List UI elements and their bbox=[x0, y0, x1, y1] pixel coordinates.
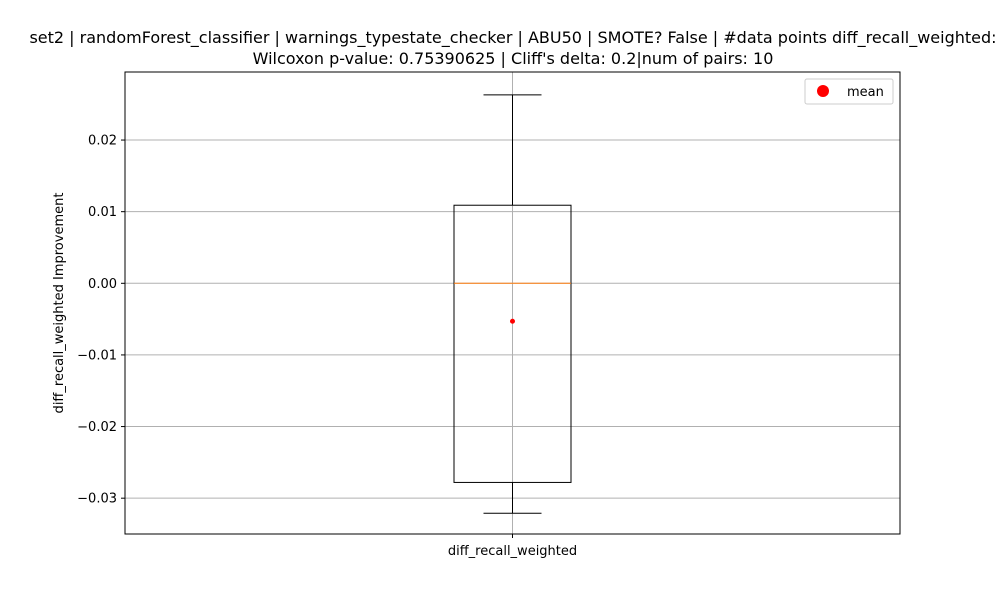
y-tick-label: −0.02 bbox=[77, 420, 117, 435]
x-tick-label: diff_recall_weighted bbox=[448, 544, 577, 559]
box-plot-series bbox=[453, 94, 572, 514]
y-tick-label: 0.01 bbox=[88, 205, 117, 220]
iqr-box bbox=[453, 204, 572, 483]
x-axis-ticks: diff_recall_weighted bbox=[448, 534, 577, 559]
y-tick-label: −0.03 bbox=[77, 492, 117, 507]
y-axis-ticks: −0.03 −0.02 −0.01 0.00 0.01 0.02 bbox=[77, 134, 125, 507]
y-tick-label: 0.02 bbox=[88, 134, 117, 149]
mean-marker bbox=[510, 318, 515, 324]
chart-title-line-2: Wilcoxon p-value: 0.75390625 | Cliff's d… bbox=[253, 49, 774, 68]
y-tick-label: 0.00 bbox=[88, 277, 117, 292]
y-axis-label: diff_recall_weighted Improvement bbox=[52, 193, 67, 414]
y-tick-label: −0.01 bbox=[77, 348, 117, 363]
legend: mean bbox=[804, 78, 894, 105]
chart-title-line-1: set2 | randomForest_classifier | warning… bbox=[29, 28, 996, 48]
legend-box bbox=[804, 78, 894, 105]
legend-mean-label: mean bbox=[847, 85, 884, 100]
legend-mean-marker bbox=[817, 85, 829, 97]
